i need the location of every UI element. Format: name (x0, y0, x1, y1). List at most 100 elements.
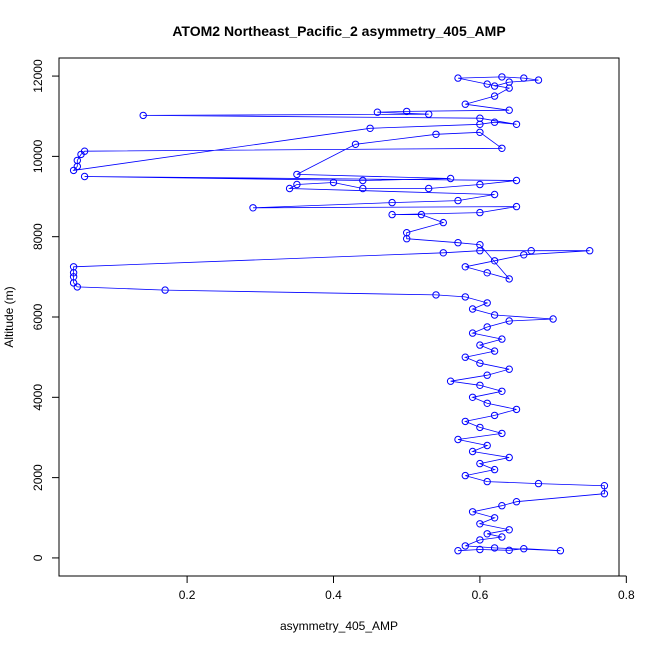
y-tick-label: 2000 (31, 464, 45, 491)
y-tick-label: 12000 (31, 59, 45, 93)
data-point (73, 283, 82, 291)
data-point (556, 547, 565, 555)
data-point (417, 210, 426, 219)
data-point (446, 377, 455, 385)
data-point (388, 210, 396, 219)
data-point (490, 411, 499, 420)
data-point (80, 172, 89, 181)
data-point (520, 545, 528, 553)
data-point (69, 263, 78, 271)
data-point (461, 353, 469, 361)
data-point (490, 257, 499, 265)
data-point (600, 482, 609, 490)
data-point (534, 479, 543, 488)
data-point (388, 198, 396, 207)
data-point (446, 174, 455, 183)
data-point (483, 371, 491, 379)
data-point (490, 544, 499, 552)
data-point (476, 423, 484, 432)
data-point (468, 393, 477, 401)
data-point (454, 239, 462, 247)
data-point (490, 465, 499, 474)
data-point (490, 82, 499, 90)
y-tick-label: 0 (31, 554, 45, 561)
data-point (527, 247, 535, 255)
data-point (359, 184, 367, 193)
data-point (293, 180, 301, 189)
data-point (425, 110, 433, 118)
data-point (285, 184, 294, 193)
data-point (505, 365, 513, 373)
chart-title: ATOM2 Northeast_Pacific_2 asymmetry_405_… (172, 23, 505, 39)
data-point (476, 536, 484, 544)
data-point (512, 120, 521, 129)
data-point (77, 150, 85, 159)
series-line (72, 76, 605, 552)
data-point (498, 144, 506, 153)
y-axis-label: Altitude (m) (2, 286, 16, 347)
data-point (476, 180, 484, 189)
data-point (520, 251, 528, 259)
data-point (512, 498, 521, 506)
data-point (476, 241, 484, 249)
data-point (483, 399, 491, 407)
data-point (483, 530, 491, 538)
data-point (69, 166, 78, 175)
data-point (476, 359, 484, 367)
data-point (468, 329, 477, 337)
data-point (490, 92, 499, 100)
data-point (476, 341, 484, 349)
data-point (73, 162, 82, 171)
data-point (439, 249, 447, 257)
data-point (468, 508, 477, 516)
data-point (69, 273, 78, 281)
data-point (468, 447, 477, 456)
data-point (490, 347, 499, 355)
x-tick-label: 0.6 (472, 588, 489, 602)
data-point (498, 335, 506, 343)
data-point (483, 299, 491, 307)
y-tick-label: 8000 (31, 223, 45, 250)
data-point (476, 459, 484, 468)
data-point (505, 78, 513, 86)
data-point (549, 315, 557, 323)
data-point (432, 291, 440, 299)
data-point (373, 108, 382, 116)
data-point (498, 502, 506, 510)
data-point (454, 547, 462, 555)
data-point (476, 520, 484, 528)
x-axis: 0.2 0.4 0.6 0.8 (179, 575, 635, 602)
data-point (454, 196, 462, 205)
data-point (490, 190, 499, 199)
data-point (461, 417, 469, 426)
data-point (139, 111, 147, 120)
data-point (461, 263, 469, 271)
data-point (483, 441, 491, 450)
data-point (490, 514, 499, 522)
data-point (351, 140, 360, 149)
data-point (512, 202, 521, 211)
x-tick-label: 0.8 (618, 588, 635, 602)
data-point (461, 471, 469, 480)
data-point (468, 305, 477, 313)
data-point (498, 429, 506, 438)
y-axis: 0 2000 4000 6000 8000 10000 12000 (31, 59, 60, 561)
data-point (476, 208, 484, 217)
data-point (403, 229, 411, 237)
data-point (505, 106, 513, 114)
data-point (476, 114, 484, 122)
data-point (490, 118, 499, 126)
data-point (534, 76, 543, 84)
data-point (600, 490, 609, 498)
data-point (498, 533, 506, 541)
data-point (366, 124, 374, 133)
data-point (403, 107, 411, 116)
data-point (512, 176, 521, 185)
data-point (476, 545, 484, 554)
data-point (329, 178, 338, 187)
data-point (461, 100, 469, 108)
data-point (249, 204, 257, 212)
data-series (69, 73, 609, 555)
data-point (461, 542, 469, 550)
